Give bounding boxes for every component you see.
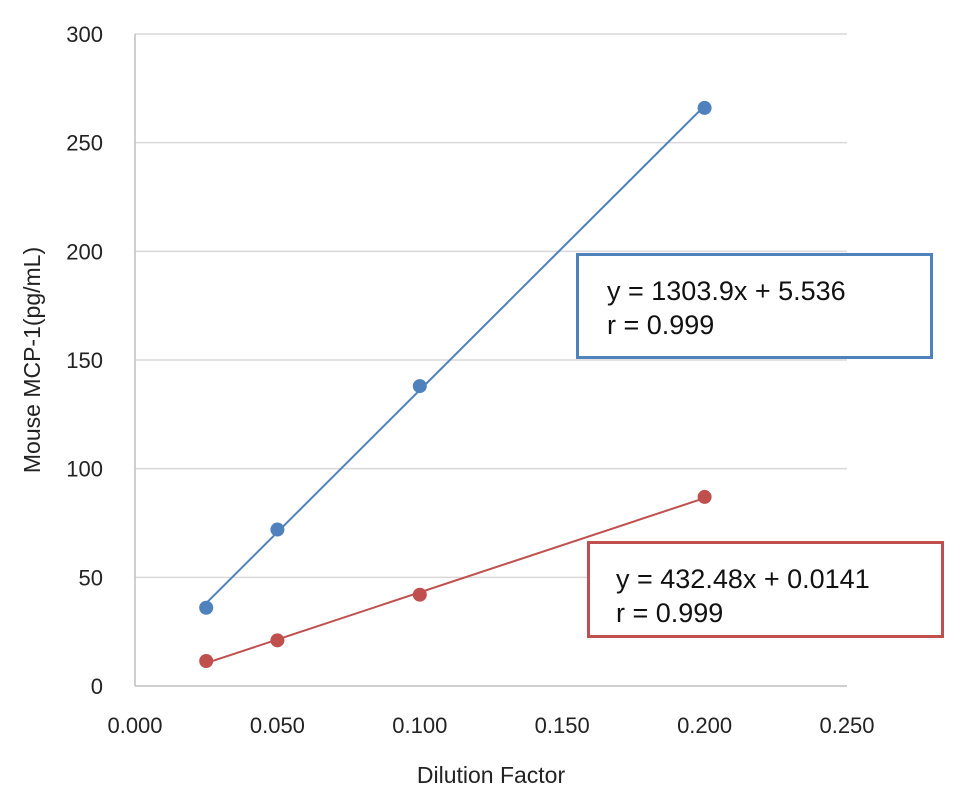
trendline-equation-box-blue: y = 1303.9x + 5.536 r = 0.999 — [576, 253, 933, 359]
x-tick-label: 0.050 — [250, 713, 305, 738]
series-1 — [199, 489, 712, 669]
data-point — [270, 633, 285, 648]
trendline — [205, 105, 706, 604]
data-point — [412, 587, 427, 602]
y-tick-label: 150 — [66, 348, 103, 373]
y-tick-label: 0 — [91, 674, 103, 699]
x-tick-labels: 0.000 0.050 0.100 0.150 0.200 0.250 — [107, 713, 874, 738]
x-tick-label: 0.150 — [535, 713, 590, 738]
x-tick-label: 0.200 — [677, 713, 732, 738]
trendline-equation-box-red: y = 432.48x + 0.0141 r = 0.999 — [587, 541, 944, 638]
series-layer — [199, 100, 712, 669]
trendline — [205, 497, 705, 665]
r-value-text: r = 0.999 — [607, 310, 715, 340]
data-point — [270, 522, 285, 537]
x-axis-title: Dilution Factor — [417, 762, 566, 788]
x-tick-label: 0.000 — [107, 713, 162, 738]
data-point — [199, 600, 214, 615]
r-value-text: r = 0.999 — [616, 598, 724, 628]
data-point — [199, 654, 214, 669]
series-0 — [199, 100, 712, 615]
x-tick-label: 0.250 — [819, 713, 874, 738]
y-tick-label: 250 — [66, 131, 103, 156]
equation-text: y = 432.48x + 0.0141 — [616, 564, 870, 594]
data-point — [412, 379, 427, 394]
y-axis-title: Mouse MCP-1(pg/mL) — [19, 247, 45, 473]
y-tick-label: 100 — [66, 457, 103, 482]
axes — [134, 34, 847, 687]
y-tick-label: 50 — [79, 565, 103, 590]
data-point — [697, 489, 712, 504]
data-point — [697, 100, 712, 115]
equation-text: y = 1303.9x + 5.536 — [607, 276, 846, 306]
x-tick-label: 0.100 — [392, 713, 447, 738]
y-tick-label: 300 — [66, 22, 103, 47]
y-tick-label: 200 — [66, 239, 103, 264]
y-tick-labels: 0 50 100 150 200 250 300 — [66, 22, 103, 699]
